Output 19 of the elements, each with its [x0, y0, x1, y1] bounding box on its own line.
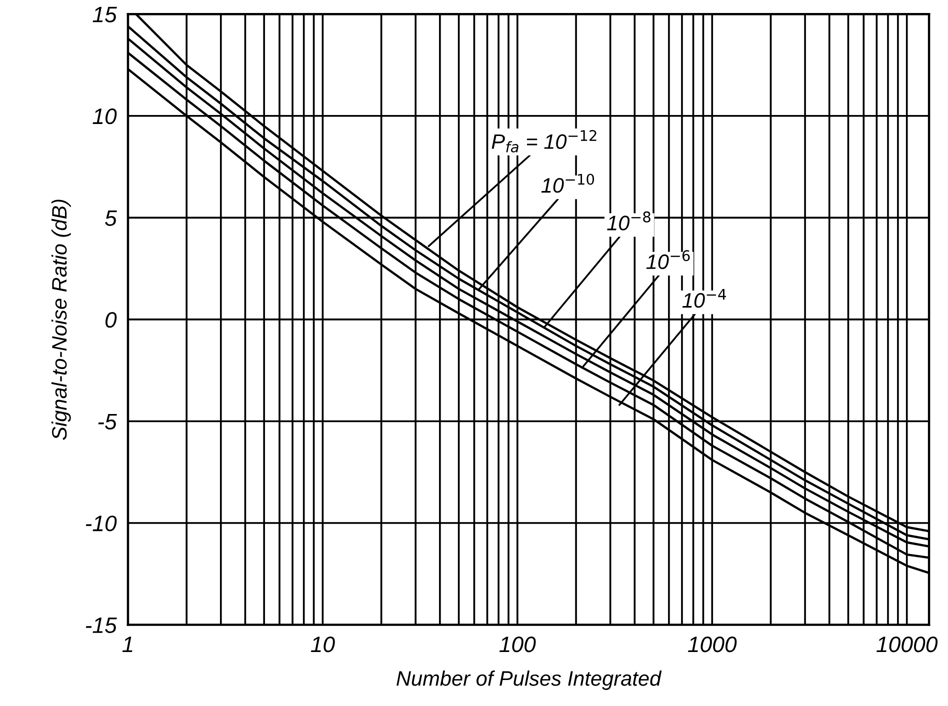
x-tick-label: 10: [310, 636, 335, 652]
y-tick-label: 0: [105, 312, 117, 328]
x-tick-label: 1000: [688, 636, 737, 652]
x-axis-title: Number of Pulses Integrated: [396, 670, 662, 690]
annotation: 10$^{−4}$: [682, 288, 726, 308]
x-tick-label: 100: [499, 636, 536, 652]
annotation: 10$^{−6}$: [646, 250, 690, 270]
y-tick-label: 5: [105, 210, 117, 226]
y-axis-title: Signal-to-Noise Ratio (dB): [51, 200, 71, 440]
y-tick-label: -10: [86, 516, 117, 532]
x-tick-label: 10000: [876, 636, 938, 652]
y-tick-label: 15: [92, 6, 117, 22]
x-tick-label: 1: [122, 636, 132, 652]
y-tick-label: -5: [98, 414, 117, 430]
y-tick-label: 10: [92, 108, 117, 124]
annotation: 10$^{−10}$: [541, 174, 594, 193]
annotation: P$_{fa}$ = 10$^{−12}$: [492, 130, 596, 152]
annotation: 10$^{−8}$: [607, 211, 650, 230]
y-tick-label: -15: [86, 618, 117, 634]
